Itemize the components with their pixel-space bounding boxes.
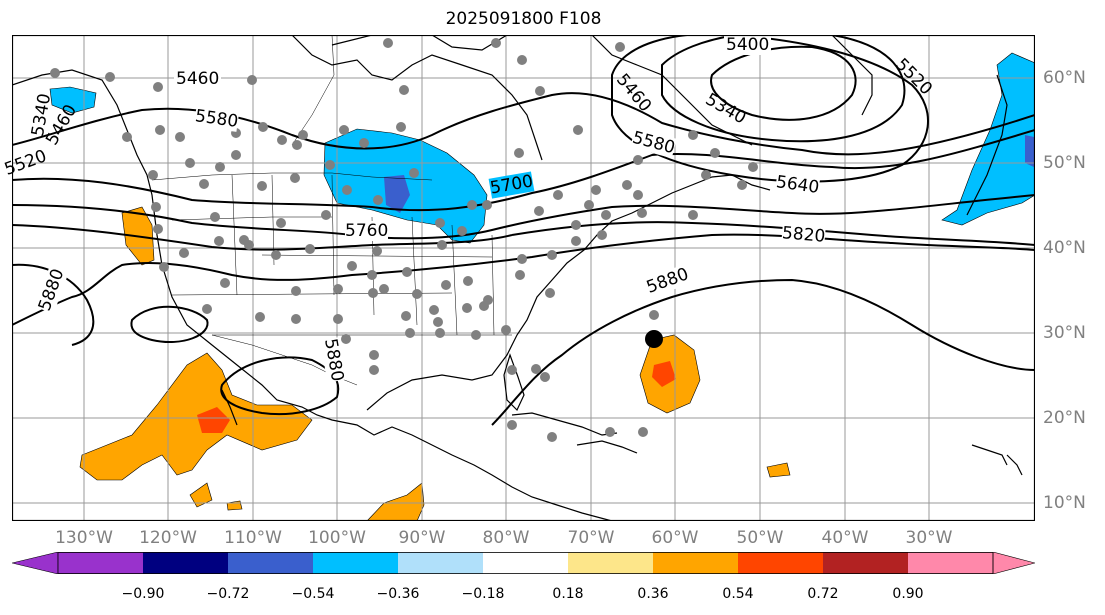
lat-label-30n: 30°N xyxy=(1043,323,1086,343)
colorbar-tick-7: 0.36 xyxy=(637,586,669,602)
colorbar-tick-2: −0.72 xyxy=(206,586,250,602)
lon-label-100w: 100°W xyxy=(308,528,366,548)
lat-label-50n: 50°N xyxy=(1043,153,1086,173)
map-panel[interactable]: 5400 5460 5520 5340 5580 5460 5580 5640 … xyxy=(2,35,1035,521)
negative-anomaly-north-atlantic-core xyxy=(1025,135,1034,167)
colorbar-tick-1: −0.90 xyxy=(121,586,165,602)
lat-label-40n: 40°N xyxy=(1043,238,1086,258)
contour-label-5460: 5460 xyxy=(174,69,222,89)
colorbar-graphic xyxy=(11,551,1037,575)
colorbar-tick-3: −0.54 xyxy=(291,586,335,602)
map-canvas xyxy=(12,35,1035,521)
lon-label-80w: 80°W xyxy=(482,528,530,548)
lon-label-40w: 40°W xyxy=(821,528,869,548)
storm-center-marker[interactable] xyxy=(645,330,663,348)
lon-label-120w: 120°W xyxy=(139,528,197,548)
colorbar xyxy=(11,551,1037,575)
lon-label-110w: 110°W xyxy=(224,528,282,548)
lon-label-60w: 60°W xyxy=(651,528,699,548)
lat-label-20n: 20°N xyxy=(1043,408,1086,428)
lon-label-30w: 30°W xyxy=(905,528,953,548)
lon-label-90w: 90°W xyxy=(398,528,446,548)
map-title: 2025091800 F108 xyxy=(445,9,602,29)
lat-label-10n: 10°N xyxy=(1043,493,1086,513)
contour-label-5400: 5400 xyxy=(724,35,772,55)
colorbar-tick-10: 0.90 xyxy=(892,586,924,602)
colorbar-tick-9: 0.72 xyxy=(807,586,839,602)
lon-label-50w: 50°W xyxy=(736,528,784,548)
lon-label-70w: 70°W xyxy=(567,528,615,548)
colorbar-tick-8: 0.54 xyxy=(722,586,754,602)
colorbar-tick-5: −0.18 xyxy=(461,586,505,602)
colorbar-tick-6: 0.18 xyxy=(552,586,584,602)
contour-label-5820: 5820 xyxy=(781,223,827,247)
colorbar-tick-4: −0.36 xyxy=(376,586,420,602)
lon-label-130w: 130°W xyxy=(55,528,113,548)
lat-label-60n: 60°N xyxy=(1043,68,1086,88)
contour-label-5760: 5760 xyxy=(345,221,389,241)
